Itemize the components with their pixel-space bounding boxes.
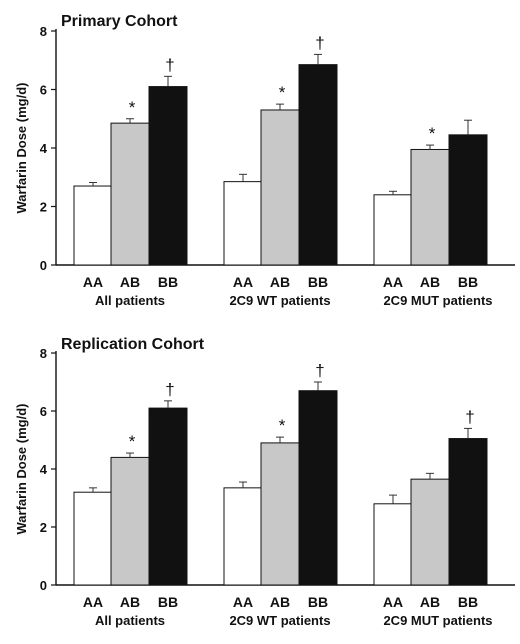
group-label: All patients xyxy=(95,613,165,628)
y-tick-label: 2 xyxy=(40,520,47,535)
category-label: BB xyxy=(308,594,328,610)
category-label: AB xyxy=(270,274,290,290)
bar xyxy=(373,503,413,586)
significance-mark: * xyxy=(129,98,136,117)
category-label: AA xyxy=(383,274,403,290)
significance-mark: † xyxy=(315,361,324,380)
significance-mark: * xyxy=(429,124,436,143)
bar xyxy=(298,390,338,586)
bar xyxy=(260,442,300,586)
y-tick-label: 6 xyxy=(40,83,47,98)
category-label: AB xyxy=(420,274,440,290)
significance-mark: † xyxy=(315,33,324,52)
bar xyxy=(73,185,113,266)
y-axis-label: Warfarin Dose (mg/d) xyxy=(14,404,29,535)
category-label: AB xyxy=(120,274,140,290)
bar xyxy=(148,407,188,586)
group-label: 2C9 MUT patients xyxy=(383,613,492,628)
y-tick-label: 8 xyxy=(40,346,47,361)
significance-mark: * xyxy=(279,416,286,435)
bar xyxy=(410,148,450,266)
bar xyxy=(110,456,150,586)
y-tick-label: 0 xyxy=(40,258,47,273)
bar xyxy=(260,109,300,266)
category-label: BB xyxy=(308,274,328,290)
y-tick-label: 4 xyxy=(40,462,48,477)
y-tick-label: 2 xyxy=(40,200,47,215)
group-label: 2C9 WT patients xyxy=(229,293,330,308)
significance-mark: † xyxy=(465,407,474,426)
category-label: AA xyxy=(383,594,403,610)
y-tick-label: 4 xyxy=(40,141,48,156)
significance-mark: † xyxy=(165,55,174,74)
bar xyxy=(298,64,338,266)
panel-1: Primary Cohort Warfarin Dose (mg/d) 0 2 4 6 8 A… xyxy=(14,13,515,308)
bar xyxy=(223,487,263,586)
category-label: BB xyxy=(458,274,478,290)
group-label: All patients xyxy=(95,293,165,308)
bar xyxy=(410,478,450,586)
bar xyxy=(223,181,263,266)
significance-mark: * xyxy=(129,432,136,451)
category-label: AB xyxy=(420,594,440,610)
category-label: BB xyxy=(158,274,178,290)
category-label: AA xyxy=(83,594,103,610)
y-tick-label: 6 xyxy=(40,404,47,419)
bar xyxy=(448,134,488,266)
bar xyxy=(110,122,150,266)
bar xyxy=(148,86,188,266)
y-tick-label: 8 xyxy=(40,24,47,39)
category-label: AA xyxy=(233,274,253,290)
panel-title: Replication Cohort xyxy=(61,336,205,353)
bar xyxy=(73,491,113,586)
bar xyxy=(373,194,413,266)
panel-title: Primary Cohort xyxy=(61,13,178,30)
panel-2: Replication Cohort Warfarin Dose (mg/d) 0 2… xyxy=(14,336,515,628)
y-axis-label: Warfarin Dose (mg/d) xyxy=(14,83,29,214)
category-label: BB xyxy=(458,594,478,610)
category-label: AA xyxy=(83,274,103,290)
significance-mark: † xyxy=(165,380,174,399)
category-label: AA xyxy=(233,594,253,610)
category-label: BB xyxy=(158,594,178,610)
category-label: AB xyxy=(270,594,290,610)
group-label: 2C9 MUT patients xyxy=(383,293,492,308)
group-label: 2C9 WT patients xyxy=(229,613,330,628)
y-tick-label: 0 xyxy=(40,578,47,593)
bar xyxy=(448,438,488,586)
category-label: AB xyxy=(120,594,140,610)
significance-mark: * xyxy=(279,83,286,102)
